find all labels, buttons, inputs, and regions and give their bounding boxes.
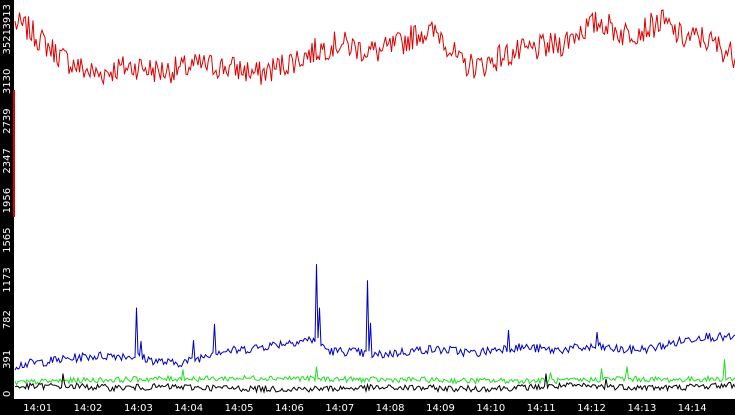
y-tick-label: 391 [2, 350, 13, 369]
x-axis-bar [0, 399, 735, 415]
x-tick-label: 14:08 [376, 403, 405, 414]
x-tick-label: 14:05 [225, 403, 254, 414]
y-tick-label: 782 [2, 310, 13, 329]
red-series-axis-marker [13, 90, 15, 217]
y-tick-label: 3130 [2, 69, 13, 94]
x-tick-label: 14:07 [325, 403, 354, 414]
series-line-3 [14, 359, 735, 386]
series-line-2 [14, 264, 735, 371]
x-tick-labels: 14:01 14:02 14:03 14:04 14:05 14:06 14:07 14:08… [23, 403, 706, 414]
y-tick-label: 1565 [2, 227, 13, 252]
x-tick-label: 14:13 [627, 403, 656, 414]
x-tick-label: 14:10 [476, 403, 505, 414]
x-tick-label: 14:01 [23, 403, 52, 414]
y-tick-label: 2739 [2, 108, 13, 133]
y-tick-label: 3913 [2, 4, 13, 29]
y-tick-label: 1173 [2, 267, 13, 292]
x-tick-label: 14:11 [527, 403, 556, 414]
y-tick-label: 0 [2, 391, 13, 397]
x-tick-label: 14:03 [124, 403, 153, 414]
series-layer [14, 9, 735, 394]
y-tick-label: 3521 [2, 29, 13, 54]
series-line-4 [14, 373, 735, 394]
series-line-1 [14, 9, 735, 86]
x-tick-label: 14:12 [577, 403, 606, 414]
x-tick-label: 14:04 [174, 403, 203, 414]
y-axis-bar [0, 0, 14, 415]
x-tick-label: 14:14 [678, 403, 707, 414]
x-tick-label: 14:02 [74, 403, 103, 414]
y-tick-label: 2347 [2, 148, 13, 173]
y-tick-label: 1956 [2, 188, 13, 213]
x-tick-label: 14:09 [426, 403, 455, 414]
x-tick-label: 14:06 [275, 403, 304, 414]
